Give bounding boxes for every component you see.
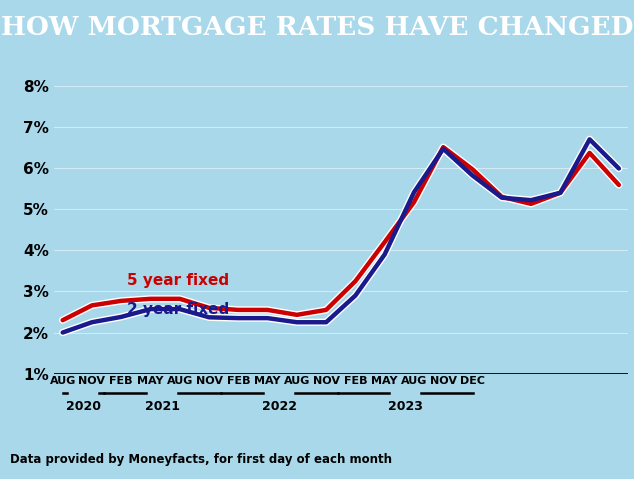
Text: 2022: 2022 xyxy=(262,400,297,413)
Text: Data provided by Moneyfacts, for first day of each month: Data provided by Moneyfacts, for first d… xyxy=(10,453,392,466)
Text: 2023: 2023 xyxy=(388,400,423,413)
Text: 2021: 2021 xyxy=(145,400,179,413)
Text: 2 year fixed: 2 year fixed xyxy=(127,302,230,317)
Text: 5 year fixed: 5 year fixed xyxy=(127,273,230,288)
Text: HOW MORTGAGE RATES HAVE CHANGED: HOW MORTGAGE RATES HAVE CHANGED xyxy=(1,15,633,40)
Text: 2020: 2020 xyxy=(66,400,101,413)
